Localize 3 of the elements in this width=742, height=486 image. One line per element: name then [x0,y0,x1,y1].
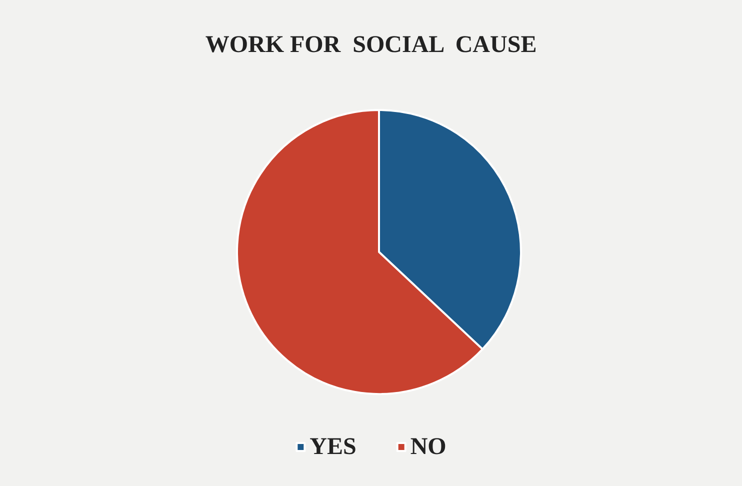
chart-title: WORK FOR SOCIAL CAUSE [205,32,537,58]
legend-label: YES [310,434,356,460]
legend-label: NO [410,434,446,460]
